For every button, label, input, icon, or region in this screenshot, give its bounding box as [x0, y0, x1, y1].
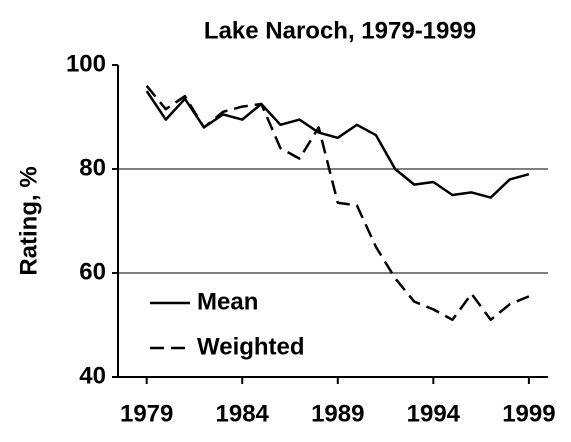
y-tick-label: 100	[66, 50, 106, 77]
x-tick-label: 1989	[311, 400, 364, 427]
y-axis-label: Rating, %	[15, 166, 42, 275]
line-series	[145, 90, 530, 199]
x-tick-label: 1994	[407, 400, 461, 427]
chart-title: Lake Naroch, 1979-1999	[204, 17, 476, 44]
x-tick-label: 1999	[502, 400, 555, 427]
legend-label: Mean	[197, 288, 258, 315]
y-tick-label: 40	[79, 362, 106, 389]
x-tick-label: 1979	[120, 400, 173, 427]
y-tick-label: 80	[79, 154, 106, 181]
legend-label: Weighted	[197, 333, 305, 360]
y-tick-label: 60	[79, 258, 106, 285]
x-tick-label: 1984	[216, 400, 270, 427]
line-series	[145, 85, 530, 322]
